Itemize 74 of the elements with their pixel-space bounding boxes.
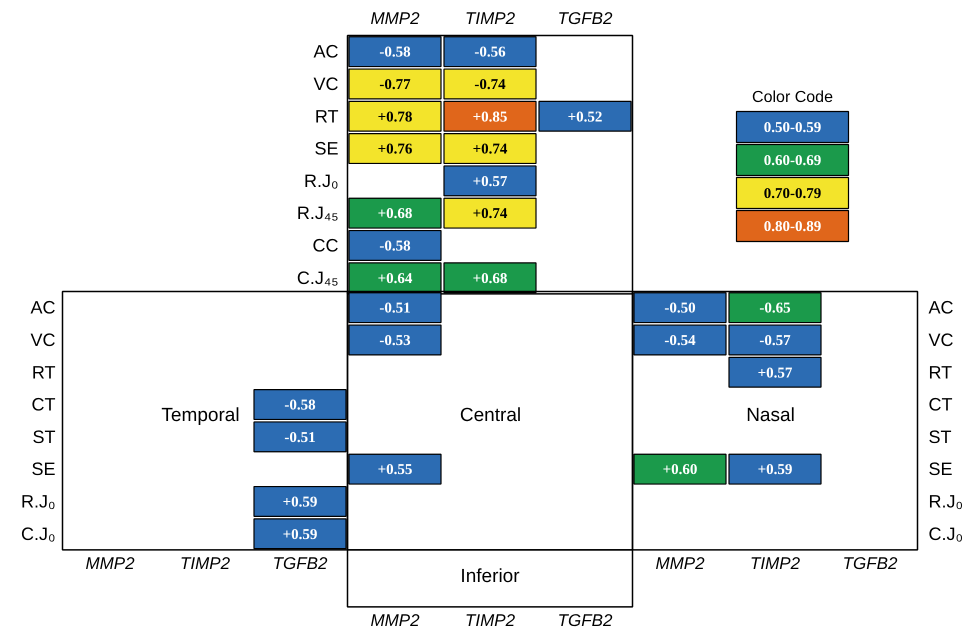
- category-label: TGFB2: [558, 611, 613, 630]
- x-tick-label: TGFB2: [558, 9, 613, 28]
- data-label: +0.78: [378, 109, 412, 126]
- data-label: -0.51: [284, 430, 316, 446]
- x-tick-label: TIMP2: [464, 9, 516, 28]
- data-label: +0.74: [472, 206, 508, 222]
- annotation: Central: [460, 405, 522, 426]
- y-tick-label: RT: [32, 362, 56, 382]
- annotation: Temporal: [161, 405, 240, 426]
- y-tick-label: CT: [32, 394, 56, 415]
- data-label: -0.56: [474, 44, 506, 61]
- y-tick-label: RT: [314, 106, 339, 126]
- y-tick-label: SE: [31, 459, 56, 480]
- data-label: -0.57: [759, 332, 792, 349]
- y2-tick-label: AC: [928, 298, 954, 318]
- data-label: +0.52: [568, 109, 602, 126]
- y2-tick-label: ST: [928, 426, 952, 447]
- data-label: -0.58: [379, 44, 411, 61]
- y2-tick-label: C.J₀: [928, 524, 963, 544]
- y-tick-label: AC: [30, 298, 56, 318]
- data-label: +0.57: [758, 365, 793, 382]
- x-tick-label: MMP2: [655, 554, 706, 573]
- y-tick-label: R.J₄₅: [296, 203, 339, 224]
- data-label: +0.55: [378, 462, 412, 478]
- y2-tick-label: SE: [928, 459, 953, 480]
- y-tick-label: VC: [313, 74, 339, 94]
- data-label: +0.74: [472, 142, 508, 158]
- y2-tick-label: VC: [928, 330, 954, 350]
- x-tick-label: TGFB2: [842, 554, 898, 573]
- y-tick-label: R.J₀: [304, 170, 339, 191]
- y-tick-label: C.J₄₅: [296, 268, 339, 288]
- data-label: +0.64: [378, 270, 413, 287]
- text: Inferior: [460, 566, 520, 587]
- y-tick-label: ST: [32, 426, 56, 447]
- category-label: 0.70-0.79: [764, 186, 822, 202]
- data-label: -0.51: [379, 300, 411, 317]
- annotation: Nasal: [746, 405, 795, 426]
- data-label: +0.59: [758, 462, 792, 478]
- x-tick-label: MMP2: [85, 554, 136, 573]
- data-label: +0.57: [472, 174, 508, 190]
- data-label: +0.76: [378, 142, 413, 158]
- data-label: -0.58: [379, 238, 411, 254]
- y-tick-label: SE: [314, 138, 339, 159]
- data-label: -0.53: [379, 332, 411, 349]
- text: Color Code: [752, 89, 834, 106]
- x-tick-label: MMP2: [370, 9, 420, 28]
- category-label: TIMP2: [464, 611, 516, 630]
- y2-tick-label: RT: [928, 362, 952, 382]
- data-label: +0.59: [282, 526, 318, 543]
- data-label: +0.60: [662, 462, 698, 478]
- data-label: -0.50: [664, 300, 696, 317]
- data-label: -0.65: [759, 300, 791, 317]
- data-label: +0.59: [282, 494, 318, 510]
- data-label: -0.54: [664, 332, 696, 349]
- y-tick-label: C.J₀: [21, 524, 56, 544]
- x-tick-label: TGFB2: [272, 554, 328, 573]
- y2-tick-label: R.J₀: [928, 491, 963, 512]
- category-label: 0.60-0.69: [764, 153, 822, 169]
- x-tick-label: TIMP2: [180, 554, 231, 573]
- data-label: -0.77: [379, 76, 412, 93]
- data-label: +0.68: [378, 206, 412, 222]
- y-tick-label: R.J₀: [21, 491, 56, 512]
- y-tick-label: VC: [30, 330, 56, 350]
- data-label: -0.74: [474, 76, 506, 93]
- x-tick-label: TIMP2: [750, 554, 801, 573]
- y2-tick-label: CT: [928, 394, 952, 415]
- y-tick-label: AC: [313, 42, 339, 62]
- y-tick-label: CC: [312, 235, 338, 256]
- data-label: +0.85: [472, 109, 508, 126]
- data-label: +0.68: [472, 270, 508, 287]
- category-label: MMP2: [370, 611, 420, 630]
- data-label: -0.58: [284, 398, 316, 414]
- category-label: 0.50-0.59: [764, 120, 822, 136]
- category-label: 0.80-0.89: [764, 219, 822, 235]
